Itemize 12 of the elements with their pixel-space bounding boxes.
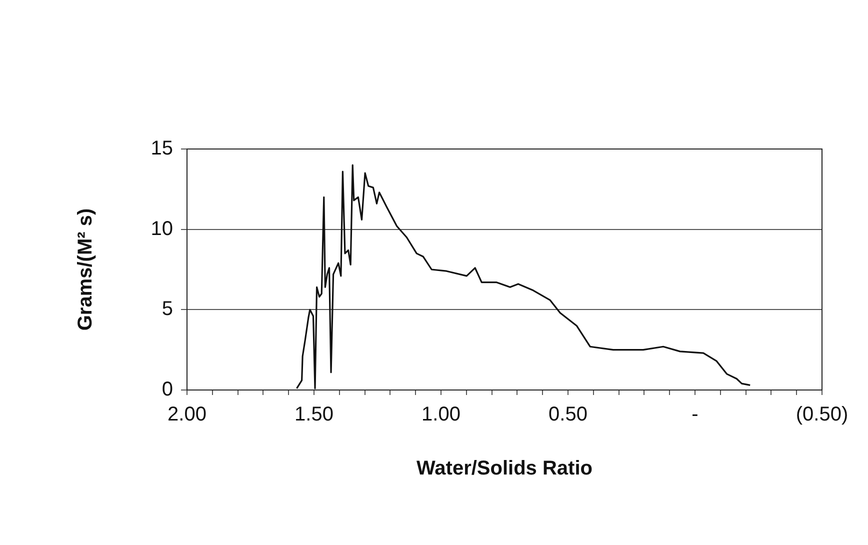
x-tick-label: 1.50 [294,404,334,426]
x-tick-label: 0.50 [548,404,588,426]
x-tick-label: 1.00 [422,404,460,426]
y-axis-title: Grams/(M² s) [74,208,97,331]
x-tick-label: (0.50) [796,404,848,426]
y-tick-label: 10 [150,218,173,240]
x-axis-title: Water/Solids Ratio [416,458,592,480]
y-tick-label: 5 [162,298,173,320]
y-tick-label: 15 [150,138,173,160]
x-tick-label: 2.00 [168,404,206,426]
y-tick-label: 0 [162,378,173,401]
x-tick-label: - [692,404,698,426]
